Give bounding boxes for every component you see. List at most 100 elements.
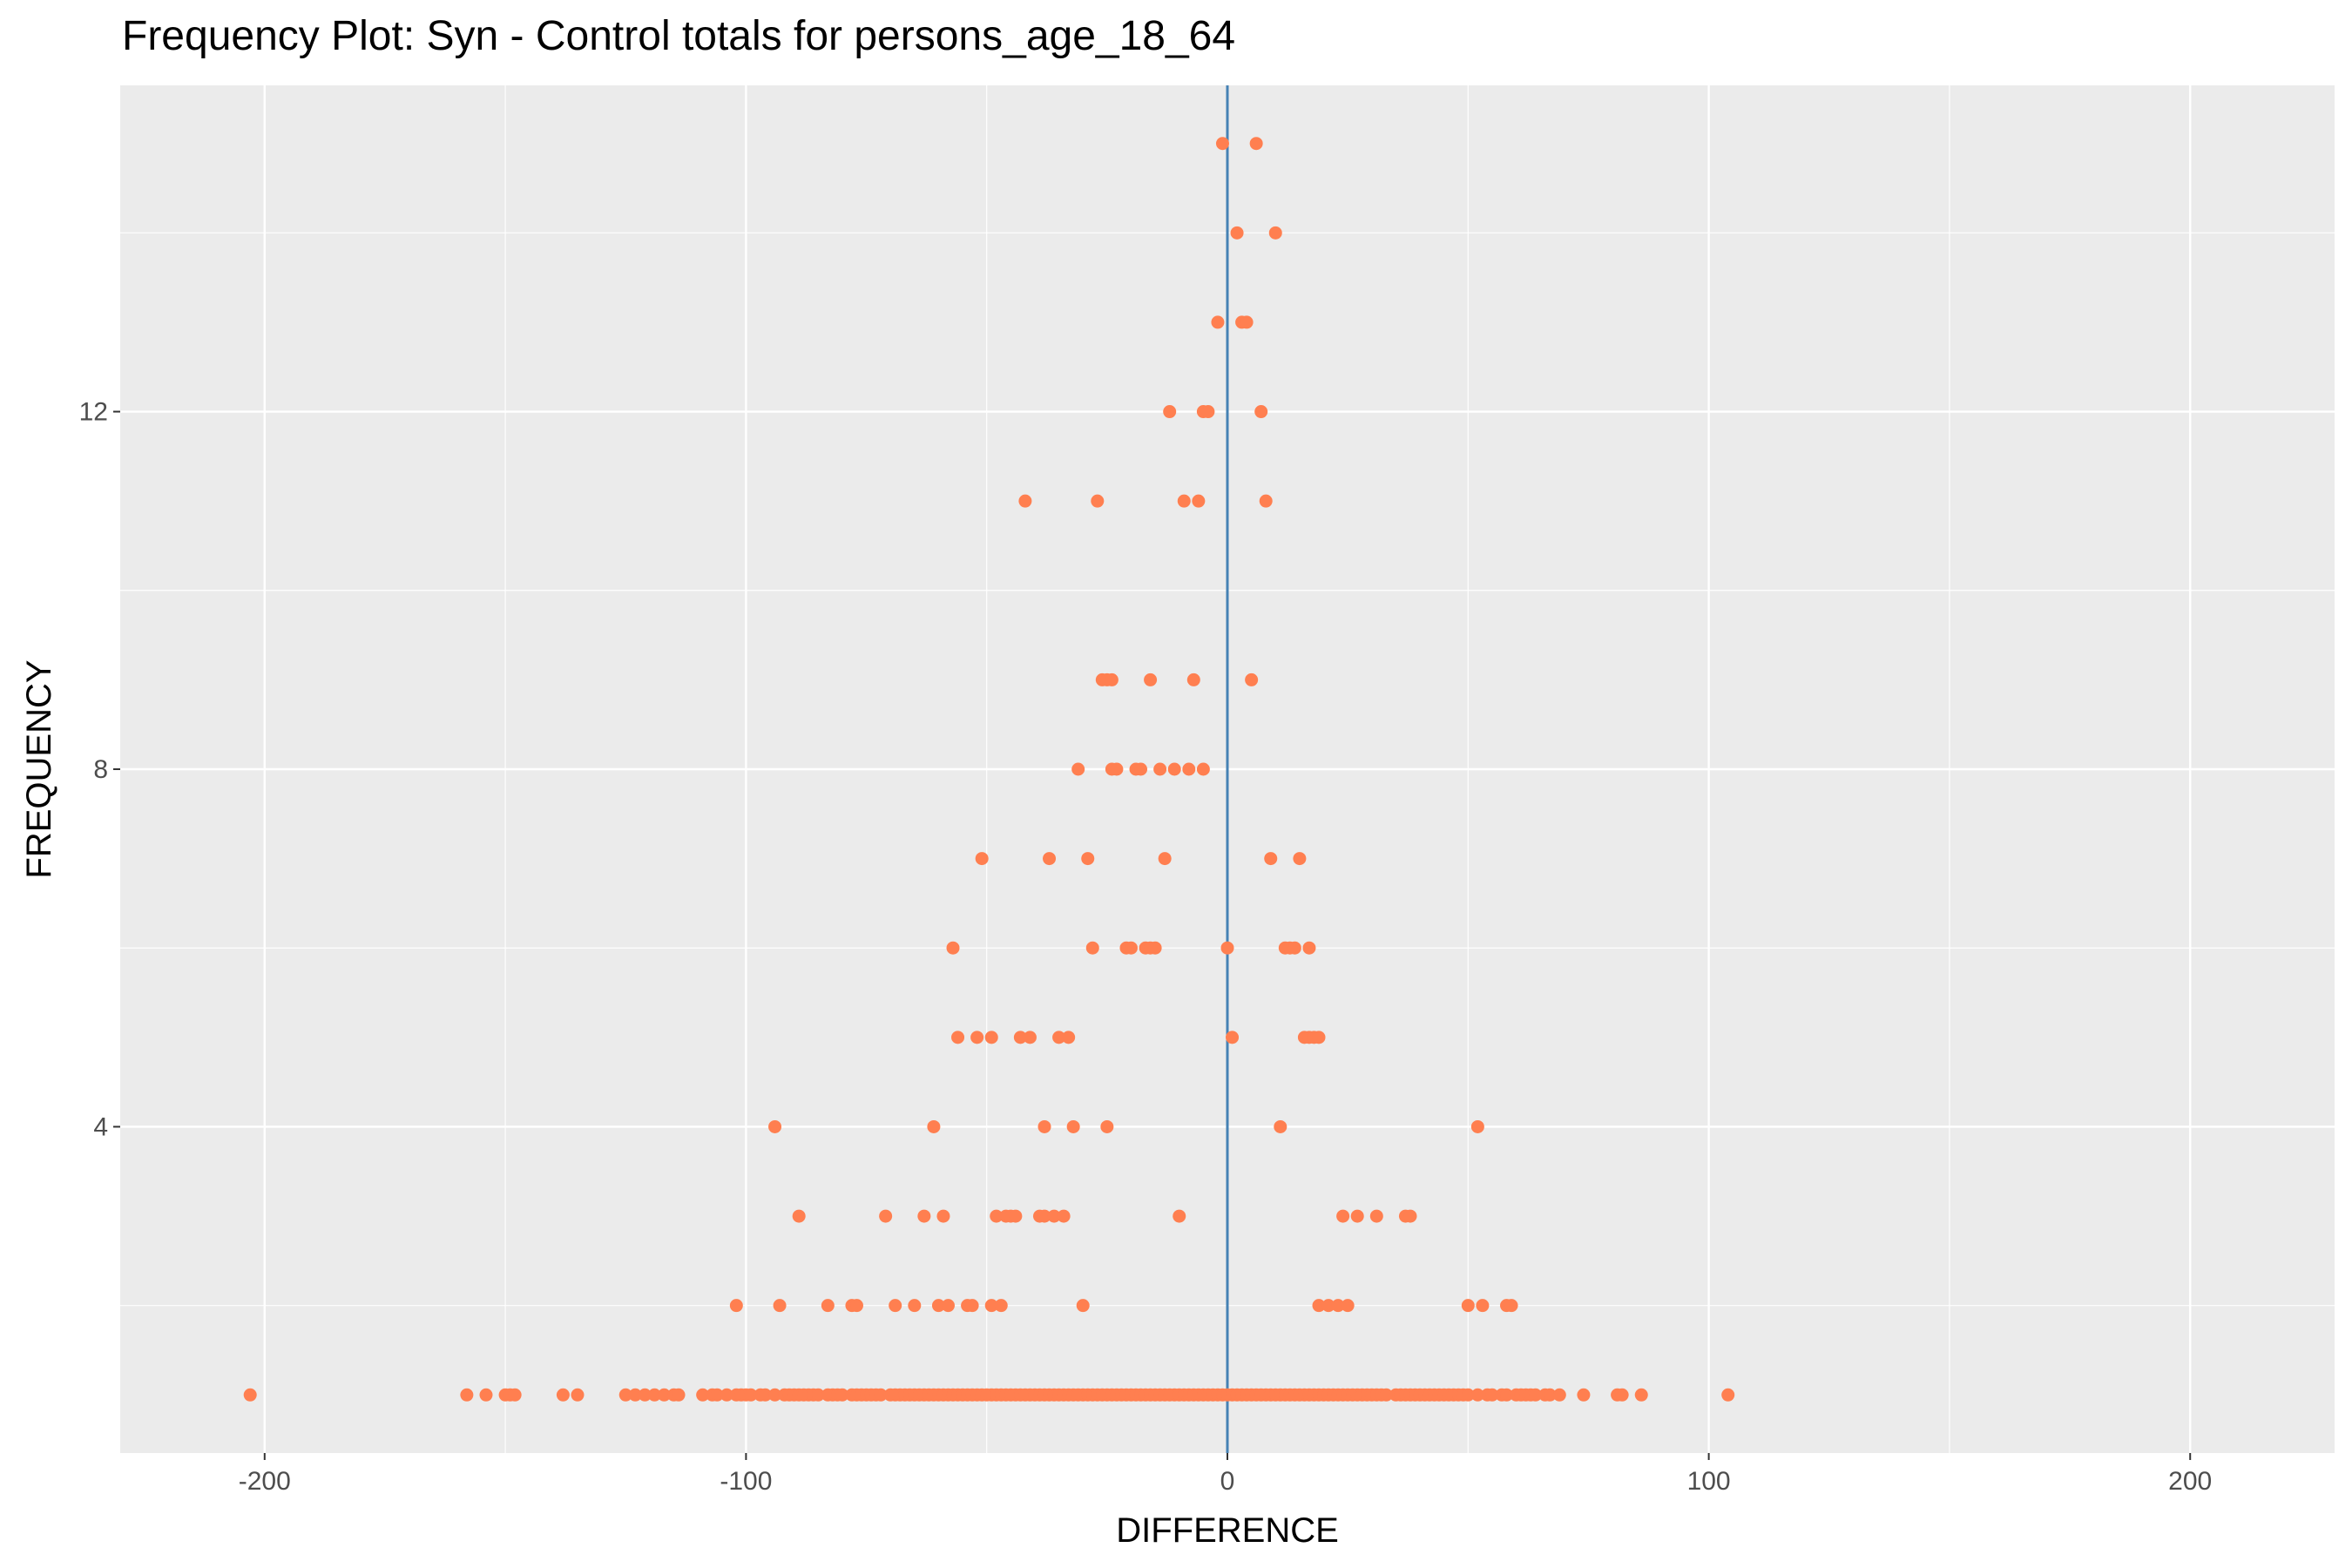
data-point	[984, 1031, 998, 1044]
data-point	[1110, 762, 1124, 776]
data-point	[1177, 494, 1191, 508]
data-point	[1461, 1388, 1475, 1402]
data-point	[1543, 1388, 1557, 1402]
data-point	[1529, 1388, 1543, 1402]
data-point	[1504, 1299, 1518, 1313]
data-point	[628, 1388, 642, 1402]
data-point	[889, 1299, 902, 1313]
x-tick-label: 200	[2168, 1467, 2212, 1496]
data-point	[1071, 762, 1085, 776]
data-point	[1134, 762, 1148, 776]
data-point	[975, 852, 989, 866]
data-point	[1215, 137, 1229, 151]
data-point	[1153, 762, 1167, 776]
data-point	[1057, 1209, 1071, 1223]
data-point	[1085, 941, 1099, 955]
data-point	[758, 1388, 772, 1402]
data-point	[1163, 405, 1177, 419]
data-point	[1264, 852, 1278, 866]
data-point	[1124, 941, 1138, 955]
data-point	[849, 1299, 863, 1313]
y-tick-label: 12	[79, 398, 108, 427]
data-point	[1470, 1119, 1484, 1133]
data-point	[1245, 672, 1259, 686]
data-point	[1461, 1299, 1475, 1313]
x-axis-title: DIFFERENCE	[1116, 1511, 1339, 1550]
data-point	[479, 1388, 493, 1402]
data-point	[946, 941, 960, 955]
data-point	[821, 1299, 835, 1313]
data-point	[835, 1388, 849, 1402]
data-point	[990, 1209, 1004, 1223]
data-point	[941, 1299, 955, 1313]
data-point	[1009, 1209, 1023, 1223]
y-axis: 4 8 12	[79, 398, 120, 1141]
data-point	[1321, 1299, 1335, 1313]
data-point	[951, 1031, 965, 1044]
data-point	[1211, 315, 1225, 329]
y-axis-title: FREQUENCY	[20, 659, 58, 878]
data-point	[1268, 226, 1282, 240]
data-point	[1144, 672, 1158, 686]
data-point	[908, 1299, 922, 1313]
data-point	[1485, 1388, 1499, 1402]
data-point	[638, 1388, 652, 1402]
data-point	[1615, 1388, 1629, 1402]
data-point	[792, 1209, 806, 1223]
data-point	[931, 1299, 945, 1313]
data-point	[1013, 1031, 1027, 1044]
data-point	[1288, 941, 1301, 955]
data-point	[1158, 852, 1172, 866]
data-point	[460, 1388, 474, 1402]
data-point	[1312, 1031, 1326, 1044]
data-point	[1350, 1209, 1364, 1223]
data-point	[1293, 852, 1307, 866]
data-point	[1226, 1031, 1240, 1044]
data-point	[917, 1209, 931, 1223]
data-point	[936, 1209, 950, 1223]
data-point	[1331, 1299, 1345, 1313]
data-points	[243, 137, 1735, 1402]
chart-title: Frequency Plot: Syn - Control totals for…	[122, 13, 1236, 59]
data-point	[994, 1299, 1008, 1313]
data-point	[696, 1388, 710, 1402]
data-point	[1076, 1299, 1090, 1313]
data-point	[1274, 1119, 1288, 1133]
data-point	[1047, 1209, 1061, 1223]
data-point	[1403, 1209, 1417, 1223]
data-point	[1018, 494, 1032, 508]
data-point	[1023, 1031, 1037, 1044]
data-point	[672, 1388, 686, 1402]
data-point	[1634, 1388, 1648, 1402]
data-point	[1186, 672, 1200, 686]
data-point	[657, 1388, 671, 1402]
data-point	[243, 1388, 257, 1402]
data-point	[1037, 1119, 1051, 1133]
x-tick-label: -200	[239, 1467, 291, 1496]
data-point	[1230, 226, 1244, 240]
data-point	[508, 1388, 522, 1402]
data-point	[927, 1119, 941, 1133]
data-point	[1192, 494, 1206, 508]
data-point	[768, 1388, 782, 1402]
data-point	[1379, 1388, 1393, 1402]
data-point	[874, 1388, 888, 1402]
data-point	[1302, 941, 1316, 955]
data-point	[1148, 941, 1162, 955]
data-point	[1062, 1031, 1076, 1044]
data-point	[879, 1209, 893, 1223]
data-point	[1470, 1388, 1484, 1402]
data-point	[970, 1031, 984, 1044]
data-point	[556, 1388, 570, 1402]
x-axis: -200 -100 0 100 200	[239, 1453, 2212, 1496]
data-point	[773, 1299, 787, 1313]
y-tick-label: 8	[93, 755, 108, 784]
data-point	[1254, 405, 1268, 419]
data-point	[1201, 405, 1215, 419]
data-point	[1105, 672, 1119, 686]
data-point	[1182, 762, 1196, 776]
data-point	[1341, 1299, 1355, 1313]
data-point	[1167, 762, 1181, 776]
data-point	[1240, 315, 1254, 329]
